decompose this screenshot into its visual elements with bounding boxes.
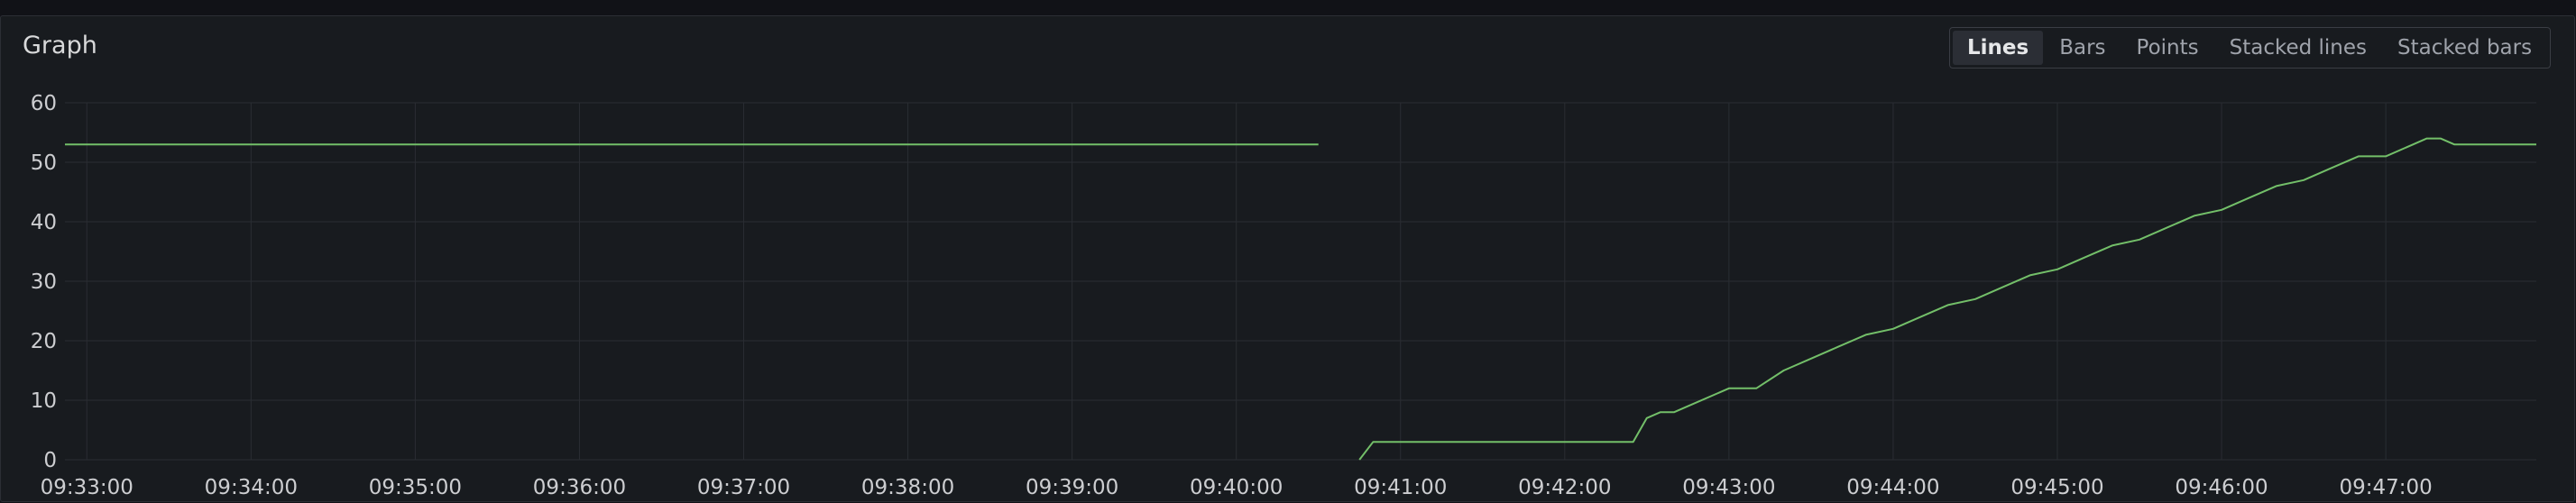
x-tick-label: 09:43:00: [1682, 476, 1775, 499]
x-tick-label: 09:42:00: [1518, 476, 1611, 499]
x-tick-label: 09:39:00: [1026, 476, 1118, 499]
x-tick-label: 09:38:00: [861, 476, 954, 499]
y-tick-label: 30: [31, 270, 57, 294]
x-tick-label: 09:45:00: [2010, 476, 2103, 499]
x-tick-label: 09:34:00: [205, 476, 298, 499]
mode-stacked-bars-button[interactable]: Stacked bars: [2383, 31, 2546, 65]
x-tick-label: 09:35:00: [369, 476, 462, 499]
panel-title: Graph: [23, 32, 97, 59]
x-tick-label: 09:46:00: [2175, 476, 2268, 499]
mode-lines-button[interactable]: Lines: [1953, 31, 2044, 65]
x-tick-label: 09:44:00: [1846, 476, 1939, 499]
x-tick-label: 09:33:00: [41, 476, 133, 499]
y-tick-label: 50: [31, 151, 57, 175]
graph-panel: Graph Lines Bars Points Stacked lines St…: [0, 15, 2575, 502]
mode-bars-button[interactable]: Bars: [2045, 31, 2120, 65]
x-tick-label: 09:47:00: [2339, 476, 2432, 499]
x-tick-label: 09:36:00: [533, 476, 626, 499]
x-tick-label: 09:37:00: [697, 476, 790, 499]
mode-points-button[interactable]: Points: [2122, 31, 2213, 65]
x-tick-label: 09:40:00: [1190, 476, 1283, 499]
y-tick-label: 20: [31, 330, 57, 353]
y-tick-label: 0: [43, 449, 57, 472]
visualization-mode-switch: Lines Bars Points Stacked lines Stacked …: [1949, 27, 2551, 69]
x-tick-label: 09:41:00: [1354, 476, 1447, 499]
y-tick-label: 40: [31, 211, 57, 234]
mode-stacked-lines-button[interactable]: Stacked lines: [2215, 31, 2381, 65]
series-line: [1358, 137, 2536, 461]
y-tick-label: 60: [31, 92, 57, 115]
y-tick-label: 10: [31, 389, 57, 413]
